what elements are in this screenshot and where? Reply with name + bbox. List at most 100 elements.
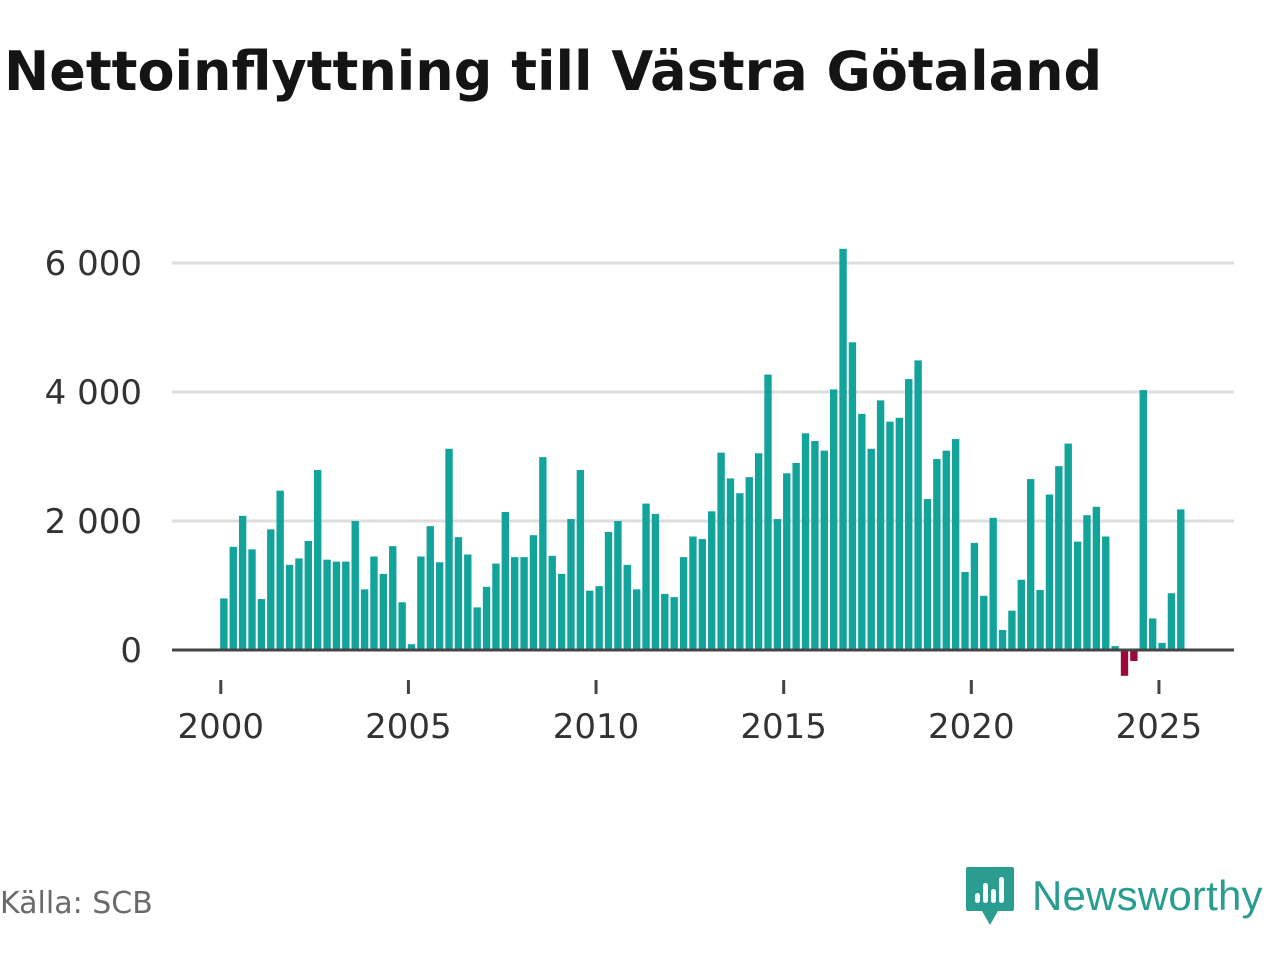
bar [1017,579,1025,650]
bar [651,513,660,650]
brand-name: Newsworthy [1032,872,1263,919]
y-tick-label: 0 [120,631,142,671]
bar [389,546,397,650]
bar [1083,515,1091,650]
bar [435,562,444,650]
bar [332,561,341,650]
source-note: Källa: SCB [0,886,153,921]
bar [642,503,650,650]
bar [417,556,425,651]
y-tick-label: 4 000 [45,373,142,413]
bar [1158,642,1166,650]
y-tick-label: 2 000 [45,502,142,542]
bar [539,457,547,650]
bar [1102,536,1110,650]
bar [501,511,510,650]
bar [670,597,678,650]
bar [754,453,763,650]
bar [445,448,453,650]
bar [811,441,819,650]
bar [464,554,472,650]
bar [942,450,950,650]
bar [783,473,791,650]
bar [586,590,594,650]
bar [951,439,960,650]
bar [1130,650,1138,661]
bar [839,248,847,650]
bar [1177,509,1185,650]
bar [370,556,378,651]
bar [661,593,669,650]
bar [923,499,932,650]
bar [998,630,1007,650]
bar [1064,443,1072,650]
bar [1148,618,1157,650]
bar [820,450,828,650]
bar [454,537,463,651]
bar [248,549,256,650]
bar [792,462,800,650]
bar [548,555,556,650]
bar [314,470,322,650]
chart-title: Nettoinflyttning till Västra Götaland [4,40,1103,103]
bar [379,573,388,650]
bar [492,563,500,650]
bar [1167,593,1176,650]
bar [1027,479,1035,650]
bar [1008,610,1016,650]
bar [238,515,247,650]
gridlines [172,261,1234,523]
bar [295,558,303,650]
bar [980,595,988,650]
bar [614,521,622,650]
bar [229,546,237,650]
bar [914,360,922,650]
bar [726,478,735,650]
bar-series [220,248,1185,676]
bar [1120,650,1129,676]
bar [276,490,284,650]
bar [933,459,941,650]
bar [398,602,406,650]
x-tick-label: 2020 [928,707,1015,747]
bar [576,470,585,650]
bar [285,564,294,650]
bar [989,517,997,650]
bar [1073,541,1082,650]
bar [257,599,266,650]
bar [689,536,697,650]
newsworthy-logo-icon [966,867,1014,925]
bar [220,598,228,650]
bar [970,542,979,650]
bar [1139,390,1147,650]
bar [745,477,753,650]
bar [473,607,481,650]
axes: 0 2 000 4 000 6 000 2000 2005 2010 2015 2020 2025 [45,244,1234,747]
bar [529,535,538,650]
bar [876,400,885,650]
x-tick-label: 2015 [740,707,827,747]
bar [961,571,969,651]
bar [848,342,857,650]
bar [858,413,866,650]
bar [773,519,782,651]
x-tick-label: 2000 [178,707,265,747]
bar [1111,646,1119,650]
bar [867,448,875,650]
bar [632,589,641,650]
x-tick-label: 2010 [553,707,640,747]
x-tick-label: 2005 [365,707,452,747]
bar [407,644,416,650]
bar [764,374,772,650]
bar [304,541,312,651]
brand-logo[interactable]: Newsworthy [964,864,1263,928]
bar [736,493,744,650]
bar [426,526,434,650]
bar [895,417,904,650]
bar [1036,590,1044,650]
bar [708,511,716,650]
bar [1055,466,1063,650]
bar [323,559,331,650]
bar [1045,494,1054,650]
